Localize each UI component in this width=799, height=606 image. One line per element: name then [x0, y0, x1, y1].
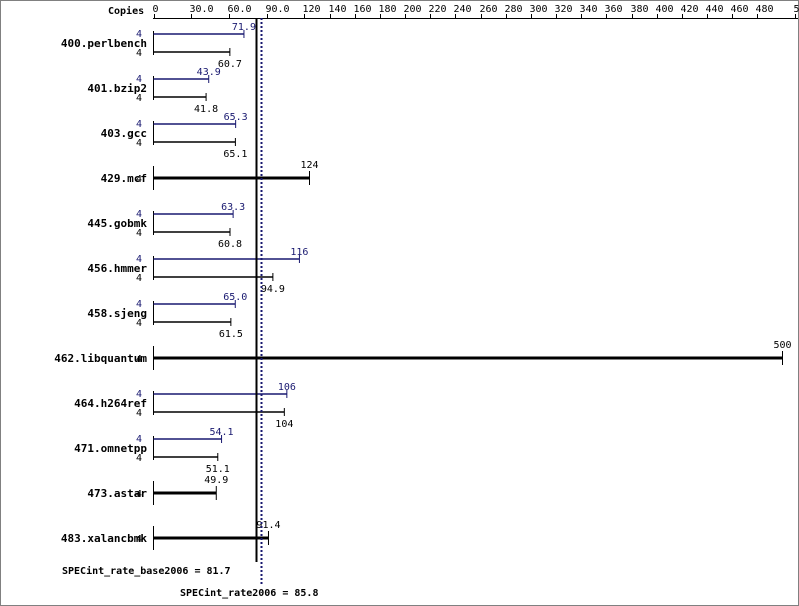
value-label-peak: 54.1 [210, 427, 234, 438]
axis-tick-label: 440 [706, 4, 724, 15]
copies-label-peak: 4 [136, 74, 142, 85]
copies-label-peak: 4 [136, 434, 142, 445]
axis-tick-label: 120 [303, 4, 321, 15]
copies-label: 4 [136, 489, 142, 500]
axis-tick-label: 360 [605, 4, 623, 15]
value-label: 49.9 [204, 475, 228, 486]
axis-tick-label: 160 [354, 4, 372, 15]
axis-tick-label: 260 [480, 4, 498, 15]
axis-tick-label: 400 [656, 4, 674, 15]
copies-label-base: 4 [136, 228, 142, 239]
copies-label-peak: 4 [136, 209, 142, 220]
value-label-peak: 65.3 [224, 112, 248, 123]
copies-label-base: 4 [136, 93, 142, 104]
axis-tick-label: 90.0 [266, 4, 290, 15]
benchmark-label: 456.hmmer [87, 262, 147, 275]
value-label-base: 51.1 [206, 464, 230, 475]
copies-label-base: 4 [136, 408, 142, 419]
copies-label-peak: 4 [136, 299, 142, 310]
benchmark-label: 483.xalancbmk [61, 532, 147, 545]
copies-label-peak: 4 [136, 119, 142, 130]
benchmark-label: 400.perlbench [61, 37, 147, 50]
value-label-base: 61.5 [219, 329, 243, 340]
copies-label-peak: 4 [136, 254, 142, 265]
copies-label: 4 [136, 354, 142, 365]
base-reference-label: SPECint_rate_base2006 = 81.7 [62, 565, 231, 577]
benchmark-label: 429.mcf [101, 172, 147, 185]
axis-ticks: 0 30.0 60.0 90.0 120 140 160 180 200 220 240 260 280… [153, 4, 799, 18]
copies-label-base: 4 [136, 318, 142, 329]
axis-tick-label: 380 [631, 4, 649, 15]
axis-tick-label: 420 [681, 4, 699, 15]
value-label-peak: 106 [278, 382, 296, 393]
axis-tick-label: 60.0 [228, 4, 252, 15]
value-label-peak: 63.3 [221, 202, 245, 213]
reference-lines [255, 18, 263, 584]
value-label-base: 41.8 [194, 104, 218, 115]
axis-tick-label: 30.0 [190, 4, 214, 15]
copies-label: 4 [136, 534, 142, 545]
benchmark-label: 473.astar [87, 487, 147, 500]
value-label-peak: 65.0 [223, 292, 247, 303]
axis-tick-label: 300 [530, 4, 548, 15]
benchmark-label: 462.libquantum [54, 352, 147, 365]
benchmark-label: 445.gobmk [87, 217, 147, 230]
value-label-base: 65.1 [223, 149, 247, 160]
axis-tick-label: 280 [505, 4, 523, 15]
axis-tick-label: 510 [794, 4, 799, 15]
peak-reference-label: SPECint_rate2006 = 85.8 [180, 587, 318, 599]
axis-tick-label: 240 [454, 4, 472, 15]
benchmark-label: 471.omnetpp [74, 442, 147, 455]
axis-title: Copies [108, 5, 144, 17]
axis-tick-label: 320 [555, 4, 573, 15]
benchmark-label: 403.gcc [101, 127, 147, 140]
axis-tick-label: 200 [404, 4, 422, 15]
axis-tick-label: 0 [153, 4, 159, 15]
benchmark-label: 464.h264ref [74, 397, 147, 410]
axis-tick-label: 460 [731, 4, 749, 15]
value-label-peak: 43.9 [197, 67, 221, 78]
copies-label-base: 4 [136, 138, 142, 149]
copies-label-base: 4 [136, 48, 142, 59]
axis-tick-label: 180 [379, 4, 397, 15]
copies-label-base: 4 [136, 273, 142, 284]
value-label-peak: 71.9 [232, 22, 256, 33]
value-label: 500 [773, 340, 791, 351]
benchmark-label: 458.sjeng [87, 307, 147, 320]
copies-label-base: 4 [136, 453, 142, 464]
axis-tick-label: 340 [580, 4, 598, 15]
value-label-base: 94.9 [261, 284, 285, 295]
copies-label: 4 [136, 174, 142, 185]
value-label: 124 [300, 160, 318, 171]
copies-label-peak: 4 [136, 29, 142, 40]
benchmark-label: 401.bzip2 [87, 82, 147, 95]
value-label-base: 104 [275, 419, 293, 430]
value-label-base: 60.7 [218, 59, 242, 70]
axis-tick-label: 140 [329, 4, 347, 15]
value-label-base: 60.8 [218, 239, 242, 250]
axis-tick-label: 480 [756, 4, 774, 15]
value-label: 91.4 [256, 520, 280, 531]
value-label-peak: 116 [290, 247, 308, 258]
copies-label-peak: 4 [136, 389, 142, 400]
benchmark-rows: 400.perlbench471.9460.7401.bzip2443.9441… [54, 22, 792, 550]
axis-tick-label: 220 [429, 4, 447, 15]
